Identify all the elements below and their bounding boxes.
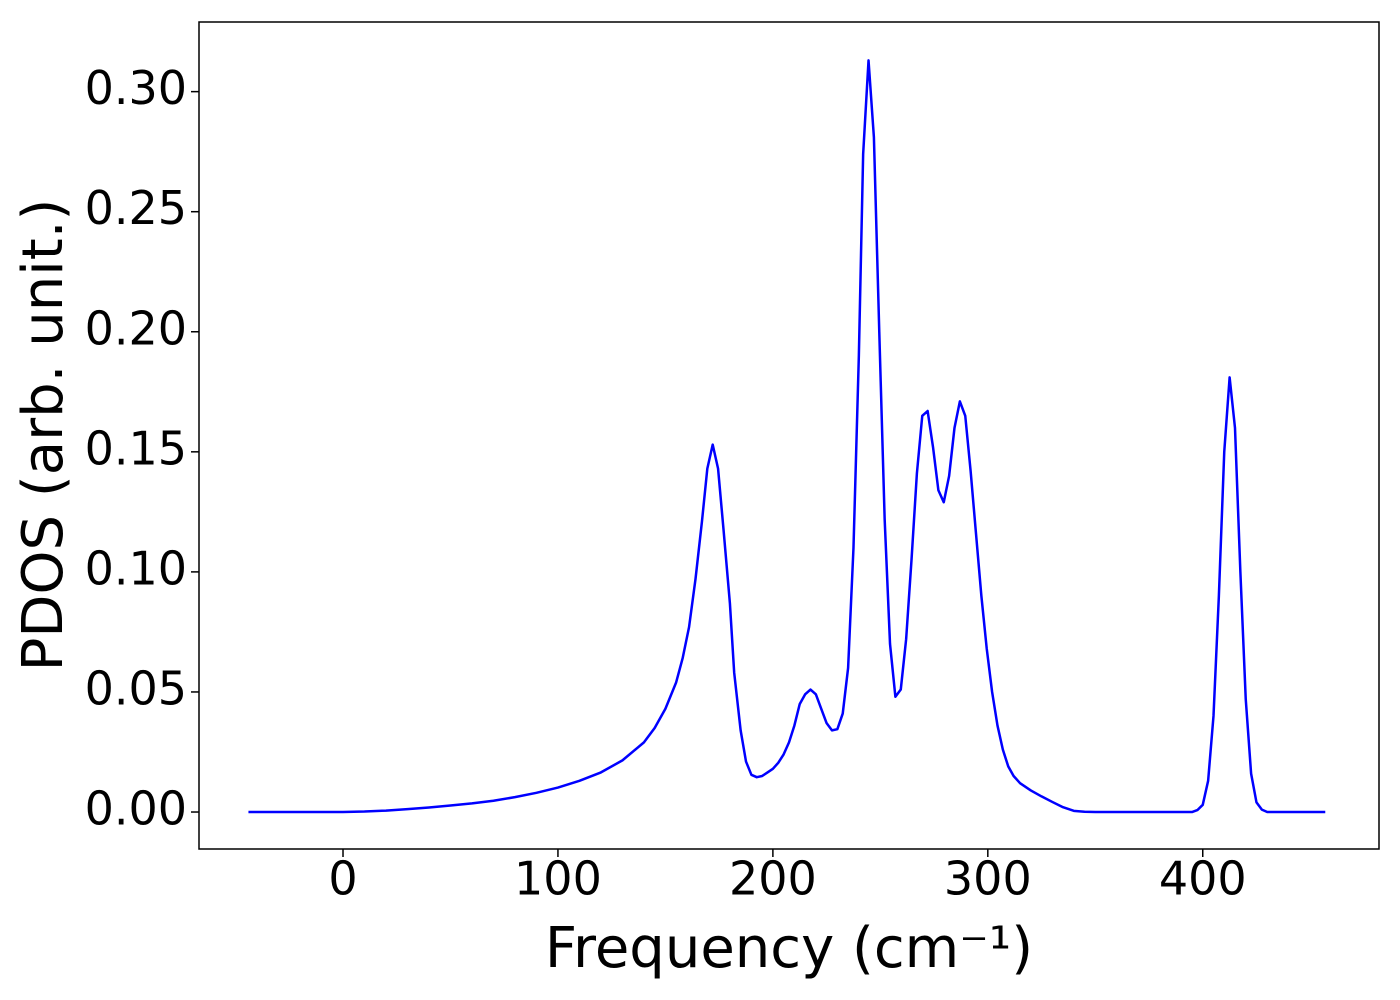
y-tick-label: 0.20 bbox=[85, 301, 187, 355]
y-tick-label: 0.25 bbox=[85, 181, 187, 235]
x-tick-label: 200 bbox=[729, 852, 817, 906]
x-axis-label: Frequency (cm⁻¹) bbox=[545, 916, 1033, 981]
y-axis-label: PDOS (arb. unit.) bbox=[11, 199, 76, 672]
plot-frame bbox=[198, 21, 1380, 850]
x-tick-label: 400 bbox=[1159, 852, 1247, 906]
y-tick-label: 0.00 bbox=[85, 782, 187, 836]
pdos-line bbox=[248, 59, 1326, 814]
x-tick-label: 0 bbox=[328, 852, 357, 906]
y-tick-label: 0.05 bbox=[85, 661, 187, 715]
x-tick-label: 300 bbox=[944, 852, 1032, 906]
y-tick-label: 0.10 bbox=[85, 541, 187, 595]
y-tick-label: 0.30 bbox=[85, 61, 187, 115]
y-tick-label: 0.15 bbox=[85, 421, 187, 475]
x-tick-label: 100 bbox=[514, 852, 602, 906]
